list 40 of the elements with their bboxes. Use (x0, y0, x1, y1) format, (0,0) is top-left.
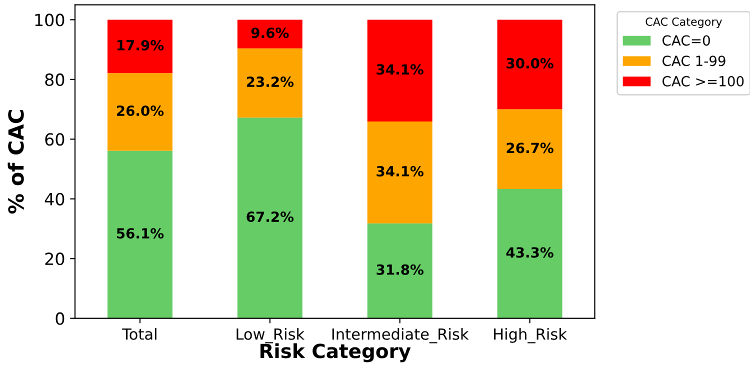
data-label: 23.2% (246, 76, 294, 88)
data-label: 43.3% (506, 247, 554, 258)
legend-label: CAC >=100 (662, 76, 744, 87)
bar (497, 189, 562, 318)
bar (497, 109, 562, 190)
legend-label: CAC=0 (662, 35, 710, 46)
bar (367, 223, 432, 318)
y-tick-label: 60 (45, 133, 64, 146)
data-label: 26.7% (506, 142, 554, 154)
data-label: 34.1% (376, 64, 424, 75)
y-tick-label: 40 (44, 192, 64, 206)
legend-title: CAC Category (646, 17, 722, 28)
data-label: 9.6% (251, 28, 289, 38)
data-label: 56.1% (116, 228, 164, 239)
bar (107, 73, 172, 151)
y-tick-label: 20 (45, 252, 64, 266)
x-tick-label: Total (122, 328, 156, 340)
data-label: 67.2% (246, 212, 294, 222)
bar (497, 20, 562, 110)
y-tick-label: 80 (45, 73, 64, 86)
y-axis-title: % of CAC (8, 110, 24, 214)
x-tick-label: High_Risk (494, 328, 567, 344)
bar (237, 20, 302, 48)
y-tick-label: 100 (35, 14, 64, 26)
data-label: 30.0% (506, 58, 554, 69)
bar (367, 122, 432, 224)
data-label: 26.0% (116, 106, 164, 116)
data-label: 17.9% (117, 40, 164, 50)
bar (107, 150, 172, 318)
bar (367, 20, 432, 122)
legend-label: CAC 1-99 (662, 56, 726, 66)
bar (237, 48, 302, 118)
x-tick-label: Intermediate_Risk (332, 328, 469, 344)
data-label: 34.1% (376, 166, 424, 176)
x-axis-title: Risk Category (260, 343, 411, 362)
x-tick-label: Low_Risk (236, 328, 305, 344)
data-label: 31.8% (376, 264, 424, 275)
y-tick-label: 0 (56, 312, 64, 325)
bar (237, 118, 302, 318)
bar (107, 20, 172, 74)
